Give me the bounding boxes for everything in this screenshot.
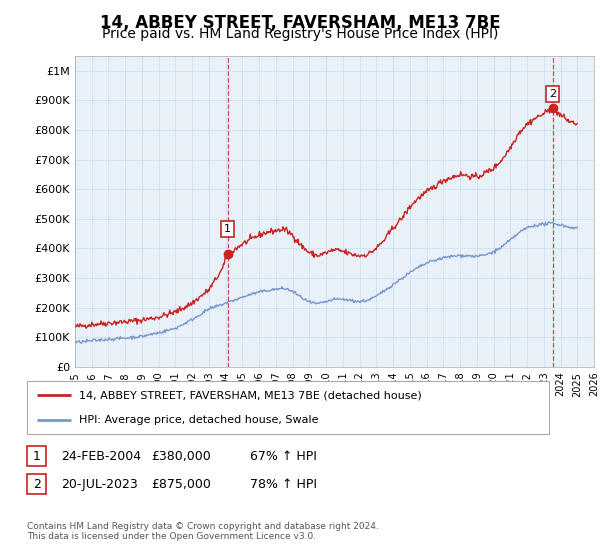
Text: HPI: Average price, detached house, Swale: HPI: Average price, detached house, Swal…: [79, 414, 319, 424]
Text: 1: 1: [224, 224, 231, 234]
Text: £875,000: £875,000: [151, 478, 211, 491]
Text: 24-FEB-2004: 24-FEB-2004: [61, 450, 142, 463]
Text: 14, ABBEY STREET, FAVERSHAM, ME13 7BE: 14, ABBEY STREET, FAVERSHAM, ME13 7BE: [100, 14, 500, 32]
Text: 20-JUL-2023: 20-JUL-2023: [61, 478, 138, 491]
Text: 1: 1: [32, 450, 41, 463]
Text: Contains HM Land Registry data © Crown copyright and database right 2024.
This d: Contains HM Land Registry data © Crown c…: [27, 522, 379, 542]
Text: 2: 2: [549, 89, 556, 99]
Text: 14, ABBEY STREET, FAVERSHAM, ME13 7BE (detached house): 14, ABBEY STREET, FAVERSHAM, ME13 7BE (d…: [79, 390, 422, 400]
Text: £380,000: £380,000: [151, 450, 211, 463]
Text: Price paid vs. HM Land Registry's House Price Index (HPI): Price paid vs. HM Land Registry's House …: [102, 27, 498, 41]
Text: 67% ↑ HPI: 67% ↑ HPI: [250, 450, 317, 463]
Text: 78% ↑ HPI: 78% ↑ HPI: [250, 478, 317, 491]
Text: 2: 2: [32, 478, 41, 491]
FancyBboxPatch shape: [27, 381, 549, 434]
